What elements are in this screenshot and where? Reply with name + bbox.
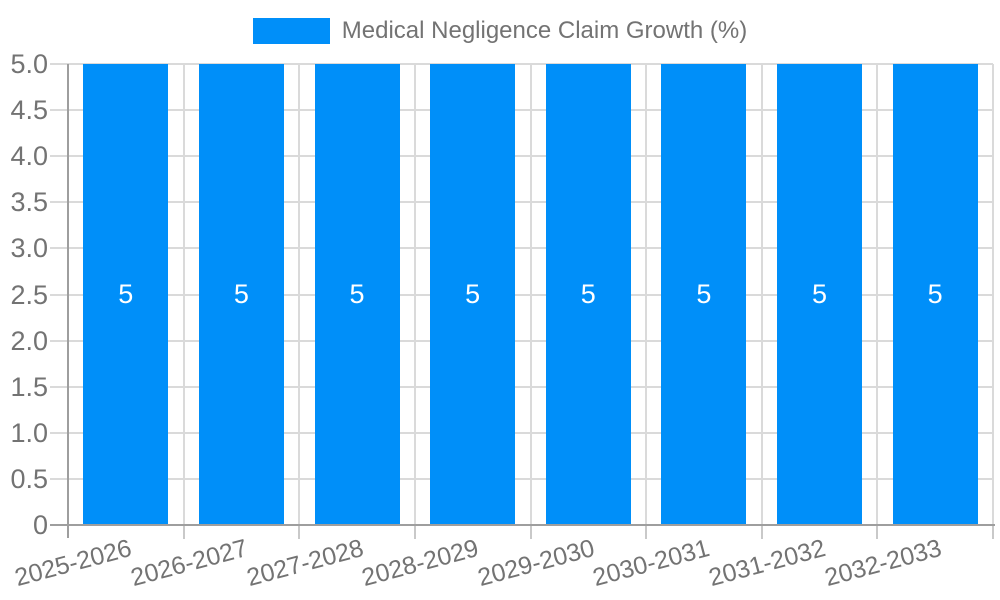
x-gridline — [298, 64, 301, 525]
bar-value-label: 5 — [233, 279, 249, 309]
bar-value-label: 5 — [696, 279, 712, 309]
x-axis-label: 2030-2031 — [590, 534, 713, 593]
y-tick — [50, 431, 68, 434]
y-tick — [50, 109, 68, 112]
y-axis-line — [67, 64, 69, 538]
chart-legend: Medical Negligence Claim Growth (%) — [0, 17, 1000, 45]
x-axis-label: 2028-2029 — [358, 534, 482, 593]
y-tick — [50, 477, 68, 480]
x-tick — [413, 525, 416, 539]
x-gridline — [413, 64, 416, 525]
bar: 5 — [892, 64, 978, 525]
y-axis-label: 1.5 — [10, 371, 48, 402]
x-axis-label: 2027-2028 — [243, 534, 367, 593]
y-axis-label: 4.5 — [10, 95, 48, 126]
bar-value-label: 5 — [580, 279, 596, 309]
bar: 5 — [314, 64, 400, 525]
bar: 5 — [777, 64, 863, 525]
y-tick — [50, 293, 68, 296]
y-tick — [50, 201, 68, 204]
x-gridline — [992, 64, 994, 525]
y-axis-label: 3.0 — [10, 233, 48, 264]
x-axis-line — [68, 524, 995, 526]
x-gridline — [182, 64, 185, 525]
y-axis-label: 0 — [32, 510, 48, 540]
bar-value-label: 5 — [349, 279, 365, 309]
x-axis-label: 2026-2027 — [127, 534, 251, 593]
y-axis-label: 5.0 — [10, 49, 48, 79]
x-tick — [876, 525, 879, 539]
bar: 5 — [198, 64, 284, 525]
bar: 5 — [83, 64, 169, 525]
bar-value-label: 5 — [812, 279, 828, 309]
bar: 5 — [661, 64, 747, 525]
bar: 5 — [430, 64, 516, 525]
y-axis-label: 0.5 — [10, 463, 48, 494]
x-gridline — [760, 64, 763, 525]
legend-swatch-icon — [252, 18, 330, 44]
y-axis-label: 3.5 — [10, 187, 48, 218]
legend-label: Medical Negligence Claim Growth (%) — [341, 17, 748, 44]
y-axis-label: 4.0 — [10, 141, 48, 172]
y-tick — [50, 339, 68, 342]
x-axis-label: 2029-2030 — [474, 534, 598, 593]
x-axis-label: 2031-2032 — [705, 534, 829, 593]
x-gridline — [876, 64, 879, 525]
x-tick — [298, 525, 301, 539]
bar: 5 — [545, 64, 631, 525]
y-tick — [50, 155, 68, 158]
y-axis-label: 1.0 — [10, 417, 48, 448]
x-tick — [645, 525, 648, 539]
y-tick — [50, 247, 68, 250]
x-tick — [992, 525, 994, 539]
y-axis-label: 2.0 — [10, 325, 48, 356]
y-tick — [50, 63, 68, 65]
bar-value-label: 5 — [927, 279, 943, 309]
bar-value-label: 5 — [465, 279, 481, 309]
x-gridline — [645, 64, 648, 525]
x-axis-label: 2032-2033 — [821, 534, 945, 593]
y-axis-label: 2.5 — [10, 279, 48, 310]
x-gridline — [529, 64, 532, 525]
x-tick — [529, 525, 532, 539]
y-tick — [50, 524, 68, 526]
y-tick — [50, 385, 68, 388]
x-tick — [760, 525, 763, 539]
x-axis-label: 2025-2026 — [12, 534, 135, 593]
bar-value-label: 5 — [118, 279, 134, 309]
x-tick — [182, 525, 185, 539]
